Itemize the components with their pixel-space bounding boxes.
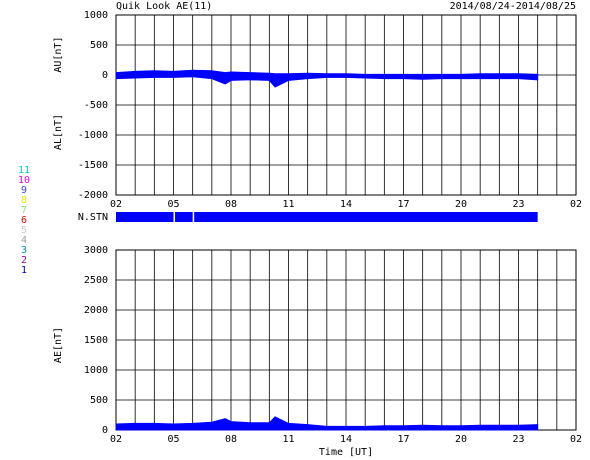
x-tick-label: 23 xyxy=(512,199,524,210)
y-tick-label: 1000 xyxy=(84,365,108,376)
y-tick-label: -2000 xyxy=(78,190,108,201)
station-bar xyxy=(175,212,193,222)
x-tick-label: 17 xyxy=(397,434,409,445)
x-tick-label: 17 xyxy=(397,199,409,210)
y-tick-label: 0 xyxy=(102,70,108,81)
station-legend-label: 9 xyxy=(21,185,27,196)
y-tick-label: 500 xyxy=(90,40,108,51)
station-bar xyxy=(194,212,538,222)
x-tick-label: 02 xyxy=(110,199,122,210)
x-tick-label: 08 xyxy=(225,434,237,445)
y-tick-label: 0 xyxy=(102,425,108,436)
y-tick-label: -500 xyxy=(84,100,108,111)
y-tick-label: 1500 xyxy=(84,335,108,346)
x-tick-label: 14 xyxy=(340,199,352,210)
timeline-label: N.STN xyxy=(78,212,108,223)
area xyxy=(115,69,539,76)
x-axis-label: Time [UT] xyxy=(319,447,373,458)
x-tick-label: 05 xyxy=(167,199,179,210)
y-tick-label: -1000 xyxy=(78,130,108,141)
x-tick-label: 02 xyxy=(570,434,582,445)
station-legend-label: 5 xyxy=(21,225,27,236)
station-legend-label: 2 xyxy=(21,255,27,266)
station-legend-label: 4 xyxy=(21,235,27,246)
y-tick-label: -1500 xyxy=(78,160,108,171)
x-tick-label: 02 xyxy=(110,434,122,445)
y-tick-label: 2500 xyxy=(84,275,108,286)
x-tick-label: 20 xyxy=(455,434,467,445)
y-axis-label: AL[nT] xyxy=(53,114,64,150)
x-tick-label: 11 xyxy=(282,199,294,210)
station-legend-label: 3 xyxy=(21,245,27,256)
station-legend-label: 7 xyxy=(21,205,27,216)
x-tick-label: 02 xyxy=(570,199,582,210)
y-tick-label: 3000 xyxy=(84,245,108,256)
station-legend-label: 1 xyxy=(21,265,27,276)
y-axis-label: AE[nT] xyxy=(53,327,64,363)
y-tick-label: 1000 xyxy=(84,10,108,21)
x-tick-label: 23 xyxy=(512,434,524,445)
x-tick-label: 05 xyxy=(167,434,179,445)
station-legend-label: 6 xyxy=(21,215,27,226)
chart-title: Quik Look AE(11) xyxy=(116,1,212,12)
station-legend-label: 8 xyxy=(21,195,27,206)
x-tick-label: 08 xyxy=(225,199,237,210)
area xyxy=(115,74,539,88)
station-bar xyxy=(116,212,174,222)
y-tick-label: 2000 xyxy=(84,305,108,316)
x-tick-label: 11 xyxy=(282,434,294,445)
station-legend-label: 10 xyxy=(18,175,30,186)
station-legend-label: 11 xyxy=(18,165,30,176)
x-tick-label: 14 xyxy=(340,434,352,445)
area xyxy=(115,416,539,431)
y-axis-label: AU[nT] xyxy=(53,37,64,73)
y-tick-label: 500 xyxy=(90,395,108,406)
date-range: 2014/08/24-2014/08/25 xyxy=(450,1,576,12)
x-tick-label: 20 xyxy=(455,199,467,210)
